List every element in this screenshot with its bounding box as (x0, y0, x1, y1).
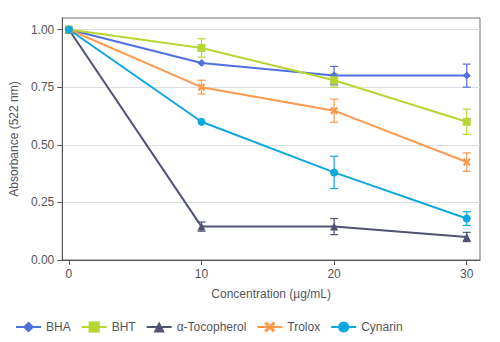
svg-text:Trolox: Trolox (287, 320, 320, 334)
svg-text:BHT: BHT (112, 320, 137, 334)
svg-text:0.75: 0.75 (31, 80, 55, 94)
svg-text:0: 0 (66, 267, 73, 281)
svg-text:10: 10 (195, 267, 209, 281)
svg-text:0.50: 0.50 (31, 138, 55, 152)
svg-text:30: 30 (460, 267, 474, 281)
svg-text:1.00: 1.00 (31, 23, 55, 37)
svg-text:20: 20 (327, 267, 341, 281)
svg-text:Absorbance (522 nm): Absorbance (522 nm) (7, 81, 21, 196)
svg-text:0.00: 0.00 (31, 253, 55, 267)
svg-text:Concentration (µg/mL): Concentration (µg/mL) (211, 287, 331, 301)
svg-text:α-Tocopherol: α-Tocopherol (177, 320, 247, 334)
svg-text:Cynarin: Cynarin (361, 320, 402, 334)
svg-text:BHA: BHA (46, 320, 71, 334)
svg-text:0.25: 0.25 (31, 195, 55, 209)
